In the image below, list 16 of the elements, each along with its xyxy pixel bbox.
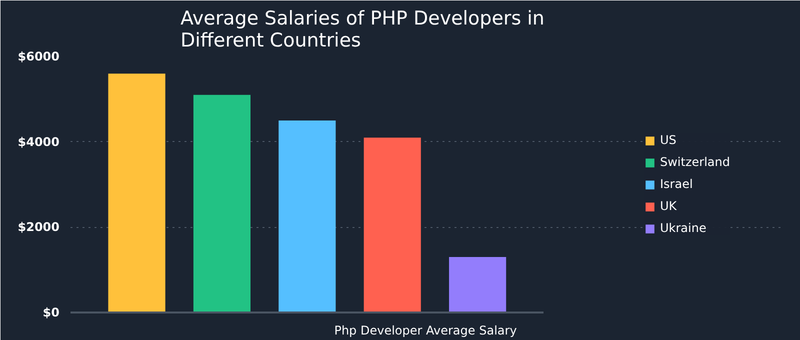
x-axis-title: Php Developer Average Salary [334, 324, 517, 338]
y-tick-label: $4000 [18, 134, 60, 149]
legend-label: UK [660, 199, 678, 213]
bar [364, 138, 421, 312]
legend-label: Israel [660, 177, 693, 191]
y-tick-label: $0 [42, 306, 60, 320]
legend-label: Switzerland [660, 155, 730, 169]
bar [278, 120, 336, 312]
bar [193, 94, 251, 312]
y-tick-label: $6000 [18, 50, 60, 64]
chart-title: Average Salaries of PHP Developers in Different Countries [180, 8, 544, 52]
bar [449, 257, 506, 312]
legend-label: US [660, 133, 678, 147]
y-tick-label: $2000 [18, 220, 60, 234]
legend-label: Ukraine [660, 221, 706, 235]
bar [108, 74, 166, 312]
